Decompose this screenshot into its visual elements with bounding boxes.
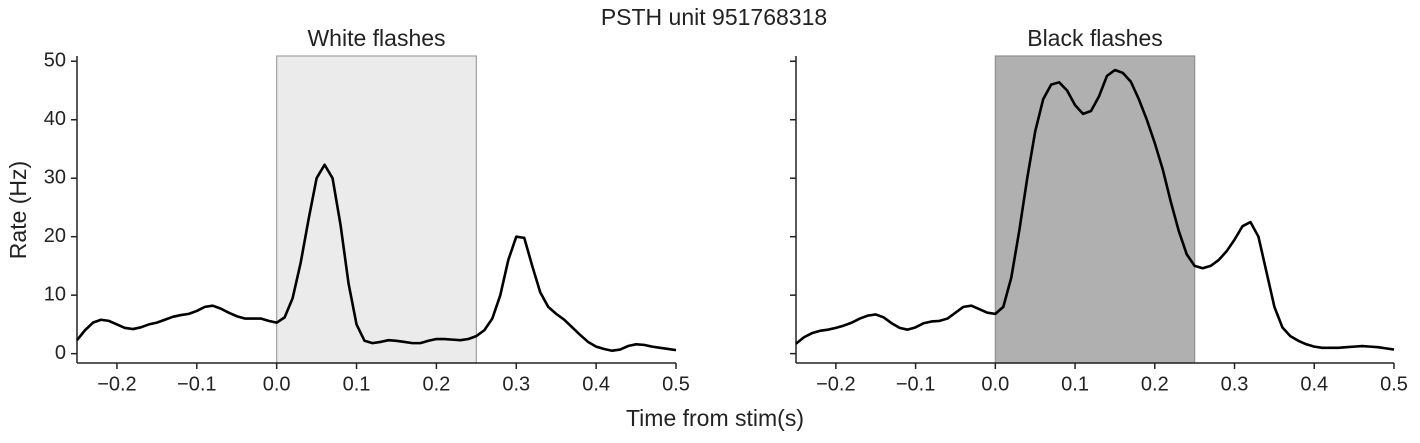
x-tick-label: 0.4: [582, 373, 610, 395]
x-tick-label: 0.1: [1061, 373, 1089, 395]
x-tick-label: −0.1: [896, 373, 935, 395]
x-tick-label: −0.1: [177, 373, 216, 395]
x-tick-label: −0.2: [97, 373, 136, 395]
y-tick-label: 10: [44, 283, 66, 305]
x-tick-label: 0.5: [662, 373, 690, 395]
rate-line: [795, 68, 1395, 351]
y-tick-label: 40: [44, 108, 66, 130]
y-tick-label: 0: [55, 342, 66, 364]
y-axis-label: Rate (Hz): [5, 161, 31, 259]
stim-span: [276, 55, 477, 364]
panel-title: Black flashes: [1027, 25, 1163, 51]
x-tick-label: 0.2: [422, 373, 450, 395]
x-tick-label: 0.5: [1380, 373, 1408, 395]
x-tick-label: −0.2: [816, 373, 855, 395]
y-tick-label: 30: [44, 166, 66, 188]
suptitle: PSTH unit 951768318: [601, 4, 827, 30]
x-axis-label: Time from stim(s): [626, 405, 804, 431]
y-tick-label: 20: [44, 225, 66, 247]
x-tick-label: 0.4: [1300, 373, 1328, 395]
panel-title: White flashes: [307, 25, 445, 51]
y-tick-label: 50: [44, 50, 66, 72]
x-tick-label: 0.3: [502, 373, 530, 395]
x-tick-label: 0.3: [1221, 373, 1249, 395]
x-tick-label: 0.0: [263, 373, 291, 395]
x-tick-label: 0.2: [1141, 373, 1169, 395]
stim-span: [994, 55, 1196, 364]
x-tick-label: 0.1: [343, 373, 371, 395]
x-tick-label: 0.0: [981, 373, 1009, 395]
rate-line: [75, 163, 677, 353]
